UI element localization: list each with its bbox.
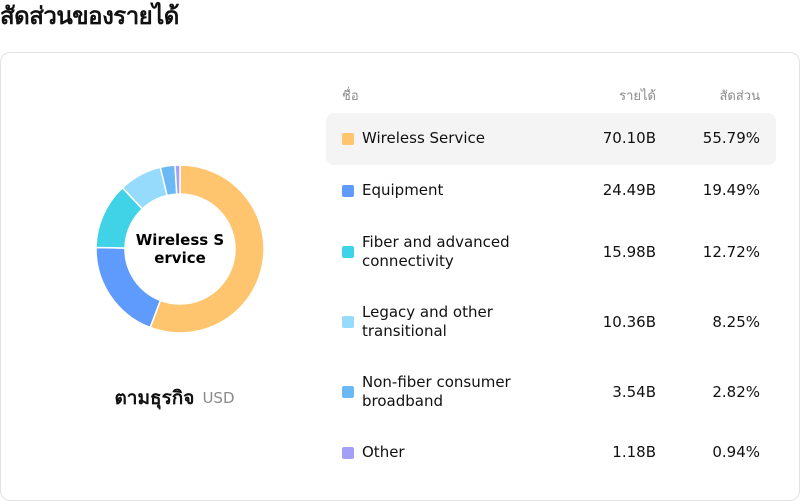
donut-center: Wireless Service bbox=[88, 153, 272, 345]
row-name: Other bbox=[362, 443, 405, 461]
row-share: 12.72% bbox=[702, 243, 760, 261]
table-row[interactable]: Fiber and advanced connectivity 15.98B 1… bbox=[326, 217, 776, 287]
row-revenue: 1.18B bbox=[612, 443, 656, 461]
table-row[interactable]: Wireless Service 70.10B 55.79% bbox=[326, 113, 776, 165]
legend-swatch bbox=[342, 185, 354, 197]
row-share: 2.82% bbox=[712, 383, 760, 401]
table-row[interactable]: Equipment 24.49B 19.49% bbox=[326, 165, 776, 217]
row-revenue: 3.54B bbox=[612, 383, 656, 401]
table-header: ชื่อ รายได้ สัดส่วน bbox=[326, 85, 776, 107]
row-share: 55.79% bbox=[702, 129, 760, 147]
legend-swatch bbox=[342, 316, 354, 328]
donut-slice-5[interactable] bbox=[174, 164, 181, 195]
header-share: สัดส่วน bbox=[719, 89, 761, 104]
row-name: Non-fiber consumer broadband bbox=[362, 373, 511, 410]
caption-unit: USD bbox=[202, 389, 235, 407]
table-row[interactable]: Other 1.18B 0.94% bbox=[326, 427, 776, 479]
legend-swatch bbox=[342, 386, 354, 398]
row-name: Wireless Service bbox=[362, 129, 485, 147]
row-revenue: 24.49B bbox=[602, 181, 656, 199]
legend-swatch bbox=[342, 246, 354, 258]
donut-slice-0[interactable] bbox=[149, 164, 265, 334]
row-share: 19.49% bbox=[702, 181, 760, 199]
revenue-breakdown-card: Wireless Service ตามธุรกิจ USD ชื่อ รายได… bbox=[0, 52, 800, 501]
header-revenue: รายได้ bbox=[619, 89, 656, 104]
row-name: Legacy and other transitional bbox=[362, 303, 493, 340]
row-revenue: 15.98B bbox=[602, 243, 656, 261]
donut-chart: Wireless Service bbox=[88, 153, 272, 345]
row-revenue: 10.36B bbox=[602, 313, 656, 331]
row-share: 0.94% bbox=[712, 443, 760, 461]
row-revenue: 70.10B bbox=[602, 129, 656, 147]
table-row[interactable]: Legacy and other transitional 10.36B 8.2… bbox=[326, 287, 776, 357]
page-title: สัดส่วนของรายได้ bbox=[0, 2, 179, 30]
legend-swatch bbox=[342, 447, 354, 459]
chart-caption: ตามธุรกิจ USD bbox=[1, 383, 348, 413]
row-share: 8.25% bbox=[712, 313, 760, 331]
donut-svg bbox=[95, 164, 265, 334]
table-row[interactable]: Non-fiber consumer broadband 3.54B 2.82% bbox=[326, 357, 776, 427]
donut-center-label: Wireless Service bbox=[135, 231, 225, 267]
caption-label: ตามธุรกิจ bbox=[114, 387, 195, 409]
header-name: ชื่อ bbox=[342, 89, 359, 104]
row-name: Equipment bbox=[362, 181, 444, 199]
row-name: Fiber and advanced connectivity bbox=[362, 233, 510, 270]
legend-swatch bbox=[342, 133, 354, 145]
